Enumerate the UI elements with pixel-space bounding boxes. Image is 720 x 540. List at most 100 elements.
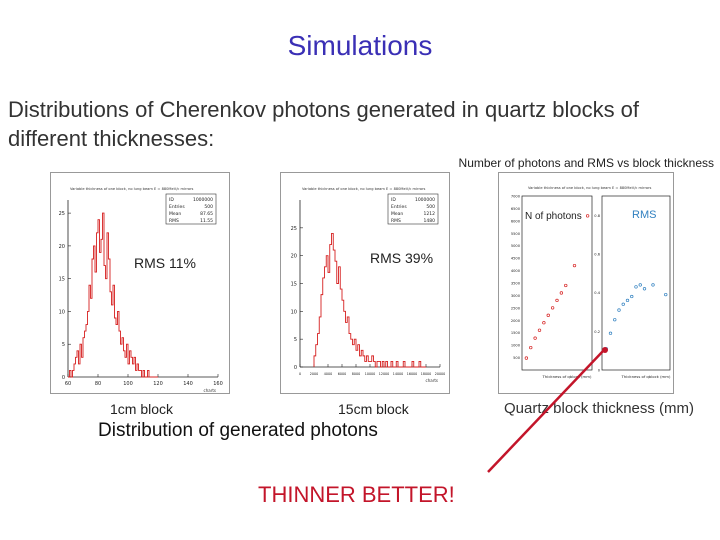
plot-title: Variable thickness of one block, no lung…: [70, 187, 194, 191]
photons-point: [533, 336, 537, 340]
y-tick-label: 25: [291, 226, 297, 232]
distribution-caption: Distribution of generated photons: [98, 420, 378, 441]
y-tick-label: 15: [291, 282, 297, 288]
slide-title: Simulations: [287, 30, 433, 61]
x-tick-label: 18000: [421, 372, 432, 376]
rms-label: RMS: [632, 209, 657, 221]
left-frame: [521, 195, 593, 371]
label-1cm: 1cm block: [110, 401, 174, 417]
x-tick-label: 20000: [435, 372, 446, 376]
x-tick-label: 6000: [338, 372, 346, 376]
x-tick-label: 10000: [365, 372, 376, 376]
x-tick-label: 2000: [310, 372, 318, 376]
photons-point: [564, 283, 568, 288]
stats-box: [387, 193, 439, 225]
left-y-tick-label: 1500: [511, 331, 521, 335]
photons-point: [550, 306, 555, 310]
rms-point: [608, 331, 613, 335]
stats-value: 500: [204, 204, 213, 210]
left-y-tick-label: 4000: [511, 269, 521, 273]
stats-key: Entries: [391, 204, 407, 210]
histogram-1cm-svg: Variable thickness of one block, no lung…: [50, 172, 230, 394]
rms-point: [617, 308, 621, 312]
histogram-outline: [313, 232, 426, 368]
stats-value: 500: [426, 204, 435, 210]
summary-plot: Variable thickness of one block, no lung…: [498, 172, 674, 394]
right-y-tick-label: 0: [598, 369, 601, 373]
x-tick-label: 80: [95, 381, 101, 387]
right-y-tick-label: 0.8: [594, 214, 600, 218]
x-tick-label: 14000: [393, 372, 404, 376]
stats-key: ID: [169, 197, 174, 203]
intro-text: Distributions of Cherenkov photons gener…: [8, 97, 640, 151]
rms-point: [634, 285, 638, 289]
x-unit: charts: [204, 388, 216, 393]
photons-point: [546, 313, 550, 317]
arrow-tip: [602, 347, 608, 353]
x-tick-label: 16000: [407, 372, 418, 376]
rms-point: [625, 298, 630, 303]
stats-value: 1480: [424, 218, 436, 224]
y-tick-label: 10: [291, 309, 297, 315]
y-tick-label: 10: [59, 309, 65, 315]
x-tick-label: 0: [299, 372, 301, 376]
photons-point: [542, 321, 546, 325]
x-tick-label: 140: [183, 381, 193, 387]
plot-title: Variable thickness of one block, no lung…: [528, 186, 652, 190]
rms-point: [651, 283, 655, 287]
stats-value: 11.55: [200, 218, 213, 224]
rms-point: [638, 283, 642, 287]
left-y-tick-label: 5500: [511, 232, 521, 236]
label-15cm: 15cm block: [338, 401, 409, 417]
y-tick-label: 0: [294, 365, 297, 371]
x-tick-label: 4000: [324, 372, 332, 376]
x-unit: charts: [426, 378, 438, 383]
right-y-tick-label: 0.2: [594, 330, 600, 334]
left-y-tick-label: 3000: [511, 294, 521, 298]
stats-key: ID: [391, 197, 396, 203]
summary-plot-svg: Variable thickness of one block, no lung…: [498, 172, 674, 394]
right-xlabel: Thickness of qblock (mm): [621, 374, 671, 379]
stats-value: 1000000: [193, 197, 213, 203]
stats-key: RMS: [169, 218, 179, 224]
x-tick-label: 120: [153, 381, 163, 387]
photons-point: [585, 214, 590, 218]
y-tick-label: 5: [62, 342, 65, 348]
histogram-15cm-svg: Variable thickness of one block, no lung…: [280, 172, 450, 394]
x-tick-label: 8000: [352, 372, 360, 376]
x-tick-label: 12000: [379, 372, 390, 376]
rms-point: [613, 318, 617, 322]
y-tick-label: 20: [291, 254, 297, 260]
arrow-line: [487, 349, 605, 473]
y-tick-label: 25: [59, 211, 65, 217]
stats-key: Mean: [391, 211, 403, 217]
photons-point: [572, 263, 577, 268]
left-y-tick-label: 6000: [511, 219, 521, 223]
left-y-tick-label: 2500: [511, 306, 521, 310]
x-tick-label: 60: [65, 381, 71, 387]
photons-point: [529, 345, 533, 350]
left-y-tick-label: 1000: [511, 344, 521, 348]
rms-point: [630, 294, 634, 299]
x-tick-label: 100: [123, 381, 133, 387]
right-y-tick-label: 0.4: [594, 291, 600, 295]
histogram-15cm: Variable thickness of one block, no lung…: [280, 172, 450, 394]
right-y-tick-label: 0.6: [594, 253, 600, 257]
y-tick-label: 0: [62, 375, 65, 381]
left-y-tick-label: 2000: [511, 319, 521, 323]
left-y-tick-label: 6500: [511, 207, 521, 211]
photons-point: [555, 298, 559, 303]
left-y-tick-label: 500: [513, 356, 521, 360]
stats-value: 87.65: [200, 211, 213, 217]
left-y-tick-label: 3500: [511, 282, 521, 286]
thinner-better-text: THINNER BETTER!: [258, 482, 455, 507]
photons-point: [559, 291, 564, 295]
histogram-1cm: Variable thickness of one block, no lung…: [50, 172, 230, 394]
right-frame: [601, 195, 671, 371]
histogram-outline: [68, 212, 158, 378]
stats-value: 1212: [424, 211, 436, 217]
rms-annotation-1cm: RMS 11%: [134, 255, 196, 271]
left-xlabel: Thickness of qblock (mm): [542, 374, 592, 379]
summary-caption: Number of photons and RMS vs block thick…: [458, 156, 714, 170]
